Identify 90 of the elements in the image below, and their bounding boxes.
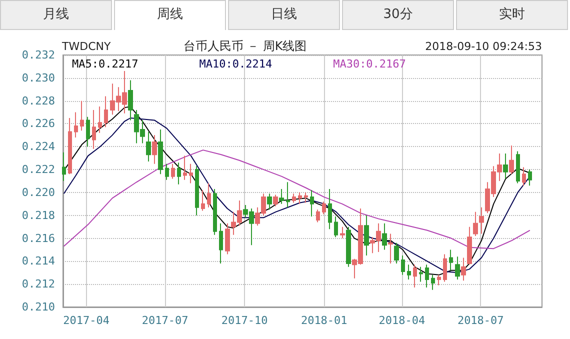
candlestick [473, 211, 478, 236]
text: MA5:0.2217 [72, 58, 138, 70]
text: 30分 [342, 0, 454, 30]
candlestick [455, 256, 460, 280]
candlestick [479, 206, 484, 234]
candlestick [516, 150, 520, 184]
chart-title: 台币人民币 － 周K线图 [183, 39, 307, 53]
x-tick-label: 2018-04 [378, 314, 426, 327]
candlestick [419, 266, 423, 282]
candlestick [273, 194, 278, 207]
text: MA10:0.2214 [199, 58, 272, 70]
candlestick [225, 222, 230, 255]
text: 实时 [456, 0, 568, 30]
candlestick [334, 216, 338, 238]
candlestick [310, 190, 314, 218]
candlestick [467, 226, 472, 266]
candlestick [461, 257, 466, 282]
text: 周线 [114, 0, 226, 30]
candlestick [177, 162, 181, 185]
candlestick [128, 80, 133, 121]
candlestick [165, 163, 169, 180]
y-tick-label: 0.224 [22, 140, 56, 154]
y-tick-label: 0.214 [22, 254, 56, 268]
x-tick-label: 2018-01 [300, 314, 348, 327]
candlestick [286, 182, 290, 208]
x-tick-label: 2017-07 [142, 314, 188, 327]
y-tick-label: 0.210 [22, 300, 55, 314]
candlestick [104, 96, 108, 128]
y-tick-label: 0.232 [22, 48, 55, 62]
candlestick [388, 233, 393, 264]
candlestick [509, 144, 514, 175]
candlestick [219, 222, 223, 264]
candlestick [183, 155, 187, 180]
candlestick [431, 274, 435, 290]
line-series [63, 150, 530, 250]
y-tick-label: 0.218 [22, 208, 55, 222]
candlestick [328, 188, 332, 230]
y-tick-label: 0.228 [22, 94, 55, 108]
candlestick [503, 153, 508, 180]
candlestick [213, 188, 217, 236]
candlestick [80, 100, 84, 132]
candlestick [449, 249, 453, 271]
candlestick [74, 112, 78, 138]
candlestick [152, 134, 157, 164]
candlestick [425, 264, 429, 288]
candlestick [171, 163, 175, 180]
candlestick [522, 166, 526, 186]
candlestick [382, 222, 387, 250]
y-tick-label: 0.226 [22, 117, 55, 130]
candlestick [443, 254, 447, 282]
candlestick [92, 109, 96, 150]
candlestick [437, 274, 441, 286]
candlestick [394, 242, 399, 264]
chart-subtitle: TWDCNY [62, 40, 111, 53]
candlestick [340, 226, 345, 239]
candlestick [201, 190, 205, 212]
y-tick-label: 0.212 [22, 278, 55, 291]
candlestick [279, 188, 284, 204]
candlestick [292, 193, 296, 204]
candlestick [207, 182, 211, 208]
candlestick [68, 118, 72, 175]
y-tick-label: 0.220 [22, 186, 55, 199]
y-tick-label: 0.222 [22, 163, 55, 176]
candlestick [267, 193, 272, 210]
candlestick [146, 131, 151, 162]
y-tick-label: 0.216 [22, 232, 55, 245]
candlestick [304, 192, 308, 204]
candlestick [62, 152, 66, 182]
candlestick [316, 209, 320, 223]
candlestick [189, 163, 193, 184]
candlestick [401, 254, 405, 276]
candlestick [413, 264, 417, 288]
text: 2018-09-10 09:24:53 [425, 40, 542, 53]
candlestick [98, 106, 102, 134]
candlestick [195, 166, 199, 216]
candlestick [322, 201, 326, 215]
candlestick [407, 264, 411, 280]
candlestick [528, 169, 532, 186]
candlestick [364, 214, 369, 256]
text: 日线 [228, 0, 340, 30]
x-tick-label: 2018-07 [457, 314, 504, 327]
candlestick [346, 226, 351, 268]
y-tick-label: 0.230 [22, 71, 55, 84]
candlestick [158, 128, 163, 175]
text: MA30:0.2167 [333, 58, 406, 70]
text: 月线 [0, 0, 112, 30]
x-tick-label: 2017-10 [221, 314, 268, 327]
candlestick [298, 192, 302, 204]
candlestick [86, 116, 90, 148]
x-tick-label: 2017-04 [63, 314, 110, 327]
